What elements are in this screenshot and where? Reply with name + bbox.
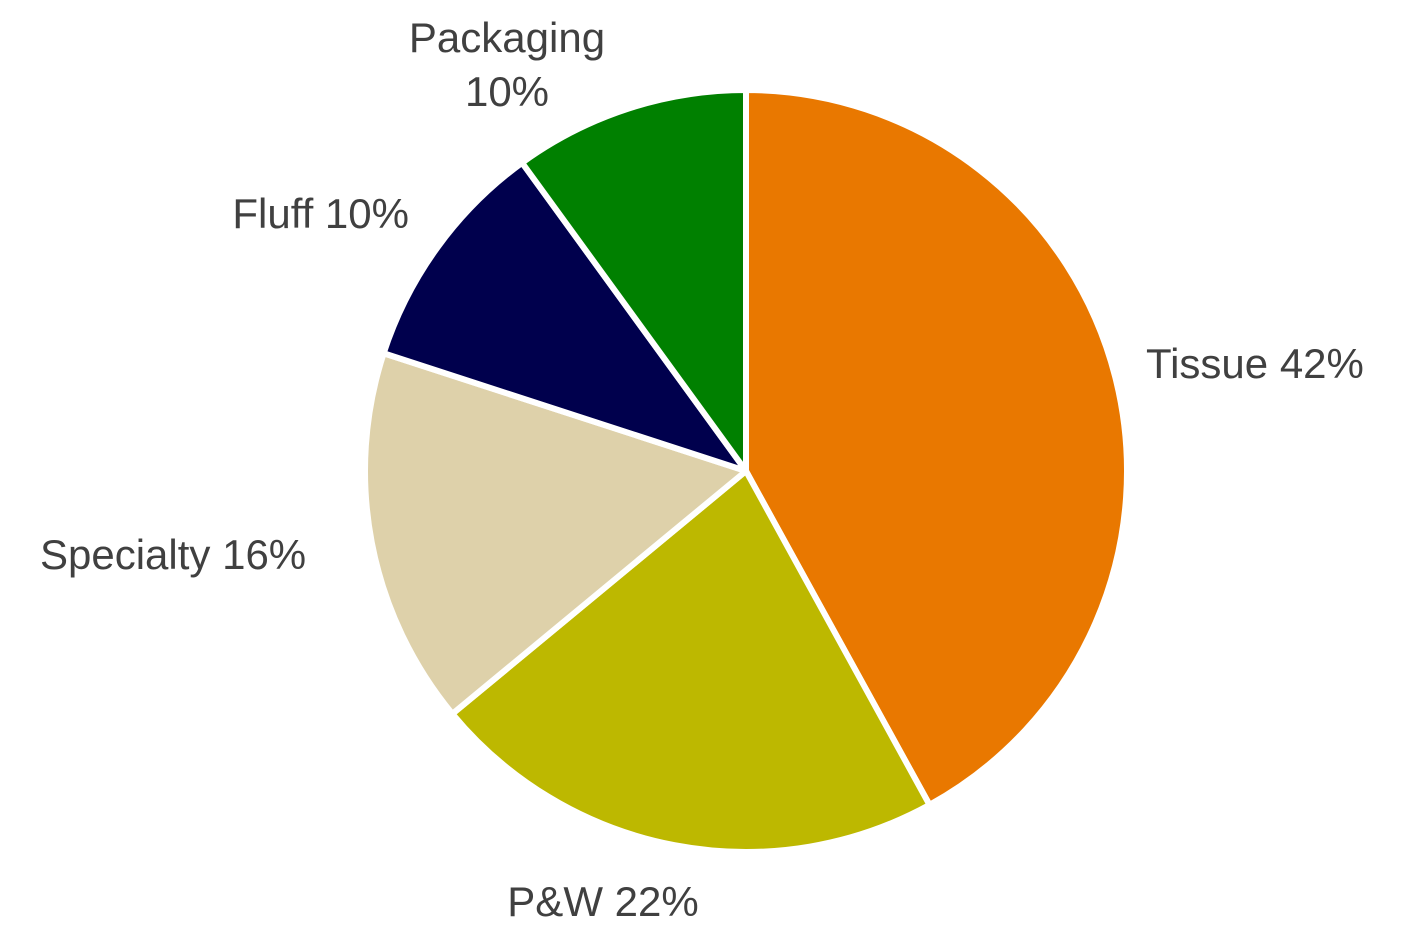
pie-slice-specialty xyxy=(362,350,749,717)
pie-slice-fluff xyxy=(380,159,749,474)
data-label-line: 10% xyxy=(465,68,549,115)
data-label-line: Packaging xyxy=(409,14,605,61)
data-label-tissue: Tissue 42% xyxy=(1146,340,1364,387)
pie-slice-packaging xyxy=(519,87,749,474)
data-label-line: Specialty 16% xyxy=(40,531,306,578)
pie-slices xyxy=(362,87,1130,855)
data-label-p-w: P&W 22% xyxy=(507,878,698,924)
data-label-specialty: Specialty 16% xyxy=(40,531,306,578)
data-label-line: Tissue 42% xyxy=(1146,340,1364,387)
data-label-line: Fluff 10% xyxy=(232,190,409,237)
data-label-fluff: Fluff 10% xyxy=(232,190,409,237)
pie-data-labels: Tissue 42% P&W 22% Specialty 16% Fluff 10% P… xyxy=(40,14,1364,925)
data-label-line: P&W 22% xyxy=(507,878,698,924)
data-label-packaging: Packaging 10% xyxy=(409,14,605,115)
pie-slice-tissue xyxy=(743,87,1130,808)
pie-slice-p-w xyxy=(449,468,933,855)
